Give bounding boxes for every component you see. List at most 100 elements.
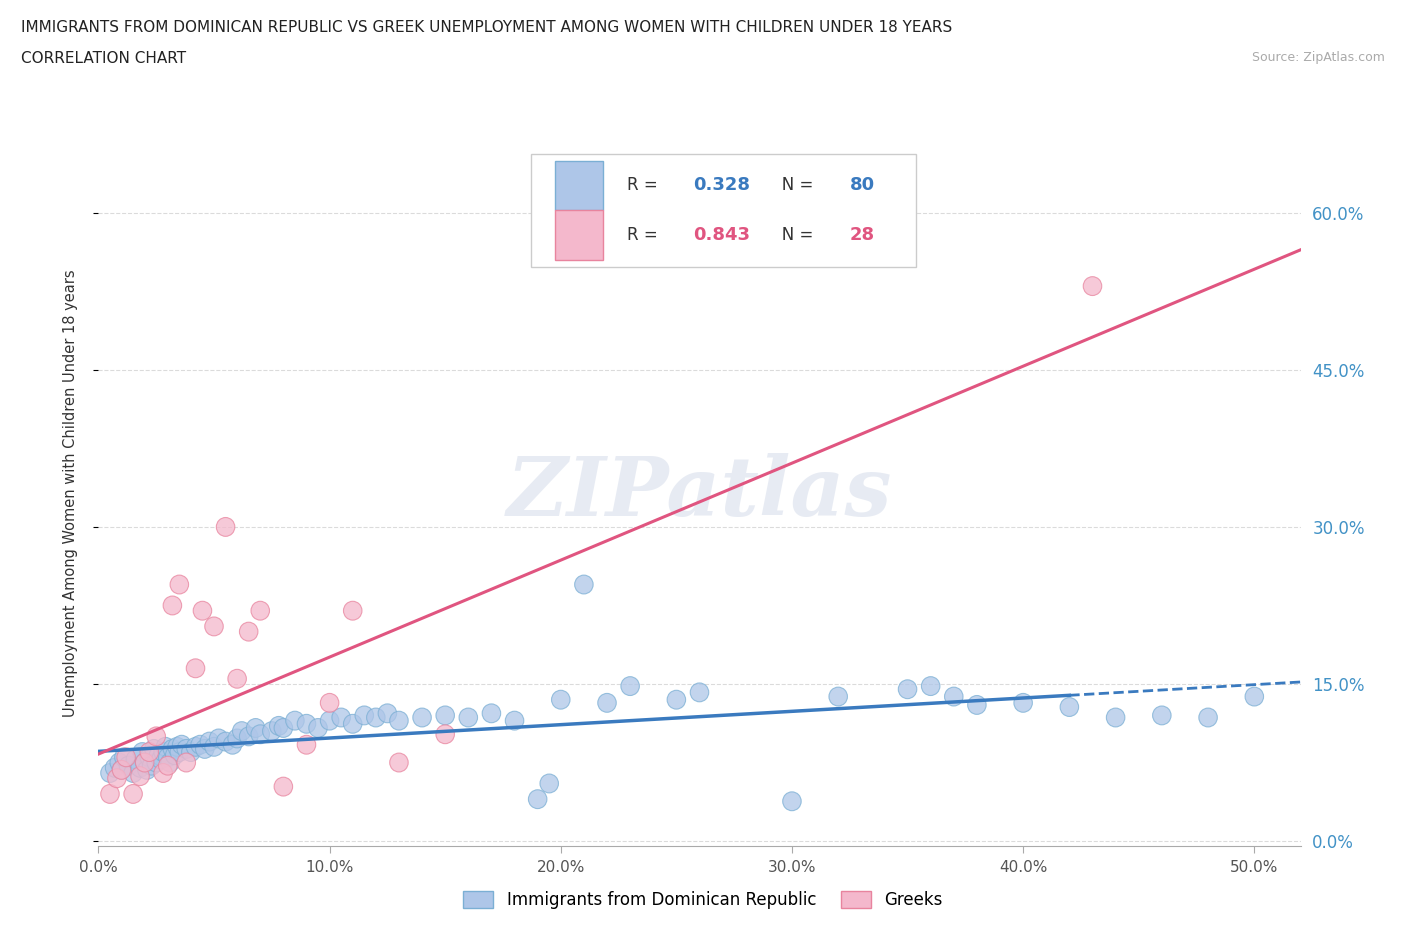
Ellipse shape bbox=[191, 736, 209, 754]
Ellipse shape bbox=[1246, 687, 1264, 706]
Ellipse shape bbox=[163, 739, 181, 758]
Ellipse shape bbox=[127, 750, 145, 769]
Ellipse shape bbox=[152, 750, 170, 769]
Legend: Immigrants from Dominican Republic, Greeks: Immigrants from Dominican Republic, Gree… bbox=[456, 883, 950, 917]
Ellipse shape bbox=[378, 704, 396, 723]
Ellipse shape bbox=[117, 748, 135, 766]
Ellipse shape bbox=[246, 719, 264, 737]
Ellipse shape bbox=[195, 739, 214, 758]
Ellipse shape bbox=[134, 743, 152, 762]
Ellipse shape bbox=[124, 785, 142, 804]
Ellipse shape bbox=[148, 753, 166, 772]
FancyBboxPatch shape bbox=[531, 153, 915, 267]
Ellipse shape bbox=[367, 708, 385, 727]
Ellipse shape bbox=[1014, 694, 1032, 712]
Ellipse shape bbox=[141, 743, 159, 762]
Ellipse shape bbox=[551, 690, 569, 710]
Ellipse shape bbox=[108, 769, 127, 788]
Ellipse shape bbox=[921, 677, 939, 696]
Ellipse shape bbox=[131, 758, 149, 777]
Ellipse shape bbox=[186, 658, 205, 678]
Ellipse shape bbox=[186, 737, 205, 756]
Ellipse shape bbox=[170, 743, 188, 762]
Ellipse shape bbox=[228, 729, 246, 748]
Ellipse shape bbox=[621, 677, 640, 696]
Ellipse shape bbox=[142, 756, 160, 775]
Ellipse shape bbox=[131, 766, 149, 786]
Ellipse shape bbox=[321, 711, 339, 730]
Ellipse shape bbox=[529, 790, 547, 808]
Ellipse shape bbox=[167, 737, 186, 756]
Ellipse shape bbox=[209, 729, 228, 748]
Ellipse shape bbox=[115, 748, 134, 766]
Ellipse shape bbox=[274, 777, 292, 796]
Ellipse shape bbox=[112, 761, 131, 779]
Ellipse shape bbox=[173, 736, 191, 754]
Ellipse shape bbox=[332, 708, 350, 727]
Ellipse shape bbox=[145, 739, 163, 758]
Ellipse shape bbox=[389, 711, 408, 730]
Ellipse shape bbox=[666, 690, 686, 710]
Ellipse shape bbox=[540, 774, 558, 793]
Ellipse shape bbox=[101, 785, 120, 804]
Ellipse shape bbox=[297, 736, 316, 754]
Ellipse shape bbox=[135, 753, 153, 772]
Text: R =: R = bbox=[627, 177, 664, 194]
Ellipse shape bbox=[297, 714, 316, 733]
Text: 0.328: 0.328 bbox=[693, 177, 751, 194]
Ellipse shape bbox=[200, 732, 219, 751]
Ellipse shape bbox=[232, 722, 252, 740]
Ellipse shape bbox=[252, 724, 270, 744]
Ellipse shape bbox=[389, 753, 408, 772]
Ellipse shape bbox=[138, 761, 156, 779]
Ellipse shape bbox=[343, 602, 361, 620]
Ellipse shape bbox=[458, 708, 478, 727]
Ellipse shape bbox=[598, 694, 616, 712]
Ellipse shape bbox=[1083, 276, 1102, 296]
Ellipse shape bbox=[482, 704, 501, 723]
Ellipse shape bbox=[156, 737, 174, 756]
Ellipse shape bbox=[177, 753, 195, 772]
Ellipse shape bbox=[274, 719, 292, 737]
Text: IMMIGRANTS FROM DOMINICAN REPUBLIC VS GREEK UNEMPLOYMENT AMONG WOMEN WITH CHILDR: IMMIGRANTS FROM DOMINICAN REPUBLIC VS GR… bbox=[21, 20, 952, 35]
Text: N =: N = bbox=[766, 177, 818, 194]
Ellipse shape bbox=[830, 687, 848, 706]
Ellipse shape bbox=[193, 602, 212, 620]
Text: 80: 80 bbox=[849, 177, 875, 194]
Text: Source: ZipAtlas.com: Source: ZipAtlas.com bbox=[1251, 51, 1385, 64]
Ellipse shape bbox=[159, 756, 177, 775]
Ellipse shape bbox=[149, 746, 167, 764]
Ellipse shape bbox=[343, 714, 361, 733]
Ellipse shape bbox=[159, 748, 177, 766]
Ellipse shape bbox=[436, 706, 454, 724]
Text: ZIPatlas: ZIPatlas bbox=[506, 453, 893, 533]
Ellipse shape bbox=[135, 753, 153, 772]
Ellipse shape bbox=[228, 670, 246, 688]
Ellipse shape bbox=[163, 596, 181, 615]
Ellipse shape bbox=[205, 737, 224, 756]
Ellipse shape bbox=[166, 746, 184, 764]
Ellipse shape bbox=[124, 764, 142, 782]
Ellipse shape bbox=[239, 622, 257, 641]
Ellipse shape bbox=[217, 732, 235, 751]
Ellipse shape bbox=[141, 748, 159, 766]
Ellipse shape bbox=[148, 727, 166, 746]
Ellipse shape bbox=[153, 764, 173, 782]
Ellipse shape bbox=[967, 696, 986, 714]
Ellipse shape bbox=[101, 764, 120, 782]
Text: 28: 28 bbox=[849, 226, 875, 244]
Text: CORRELATION CHART: CORRELATION CHART bbox=[21, 51, 186, 66]
Ellipse shape bbox=[270, 716, 288, 736]
Ellipse shape bbox=[356, 706, 374, 724]
Ellipse shape bbox=[285, 711, 304, 730]
Ellipse shape bbox=[263, 722, 281, 740]
Ellipse shape bbox=[898, 680, 917, 698]
Ellipse shape bbox=[205, 617, 224, 636]
Ellipse shape bbox=[413, 708, 432, 727]
FancyBboxPatch shape bbox=[555, 161, 603, 210]
Ellipse shape bbox=[217, 517, 235, 537]
Ellipse shape bbox=[783, 791, 801, 811]
Text: R =: R = bbox=[627, 226, 664, 244]
Ellipse shape bbox=[945, 687, 963, 706]
Text: 0.843: 0.843 bbox=[693, 226, 751, 244]
